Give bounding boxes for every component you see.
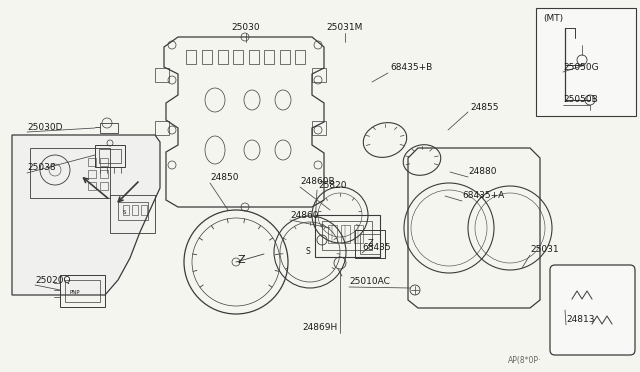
Text: 24850: 24850 [210, 173, 239, 183]
Bar [123, 205, 129, 215]
Text: 25020Q: 25020Q [35, 276, 70, 285]
Bar [341, 225, 350, 243]
Bar [88, 158, 96, 166]
Bar [328, 225, 337, 243]
Bar [186, 50, 196, 64]
Bar [100, 170, 108, 178]
Text: (MT): (MT) [543, 13, 563, 22]
Text: 25050B: 25050B [563, 96, 598, 105]
Bar [202, 50, 212, 64]
Bar [355, 230, 385, 258]
Bar [132, 205, 138, 215]
Text: 25030D: 25030D [27, 122, 63, 131]
Polygon shape [12, 135, 160, 295]
Bar [155, 121, 169, 135]
Bar [295, 50, 305, 64]
Text: 25820: 25820 [318, 180, 346, 189]
Text: Z: Z [237, 255, 245, 265]
Bar [315, 215, 380, 257]
Bar [99, 149, 121, 163]
Bar [100, 182, 108, 190]
Text: 25038: 25038 [27, 164, 56, 173]
Text: 24880: 24880 [468, 167, 497, 176]
Bar [312, 121, 326, 135]
Text: 68435+A: 68435+A [462, 192, 504, 201]
Text: 68435: 68435 [362, 244, 390, 253]
Text: S: S [306, 247, 310, 256]
Bar [60, 275, 105, 307]
Text: S: S [123, 209, 127, 215]
FancyBboxPatch shape [550, 265, 635, 355]
Bar [100, 158, 108, 166]
Bar [322, 221, 372, 250]
Bar [360, 234, 380, 254]
Bar [536, 8, 636, 116]
Bar [110, 195, 155, 233]
Text: 25050G: 25050G [563, 62, 598, 71]
Text: PNP: PNP [70, 289, 80, 295]
Text: 24860: 24860 [290, 211, 319, 219]
Text: AP(8*0P·: AP(8*0P· [508, 356, 541, 365]
Bar [118, 202, 148, 220]
Text: 25031M: 25031M [327, 23, 363, 32]
Bar [30, 148, 110, 198]
Text: 24813: 24813 [566, 315, 595, 324]
Bar [354, 225, 363, 243]
Bar [218, 50, 228, 64]
Bar [249, 50, 259, 64]
Text: 25030: 25030 [232, 23, 260, 32]
Text: 24860B: 24860B [300, 177, 335, 186]
Text: 24869H: 24869H [302, 324, 338, 333]
Bar [233, 50, 243, 64]
Bar [100, 123, 118, 133]
Bar [264, 50, 274, 64]
Bar [88, 170, 96, 178]
Bar [280, 50, 290, 64]
Bar [141, 205, 147, 215]
Text: 24855: 24855 [470, 103, 499, 112]
Bar [155, 68, 169, 82]
Bar [65, 280, 100, 302]
Text: 68435+B: 68435+B [390, 64, 432, 73]
Bar [312, 68, 326, 82]
Bar [88, 182, 96, 190]
Bar [95, 145, 125, 167]
Text: 25031: 25031 [530, 246, 559, 254]
Text: 25010AC: 25010AC [349, 278, 390, 286]
Text: Z: Z [367, 240, 373, 248]
